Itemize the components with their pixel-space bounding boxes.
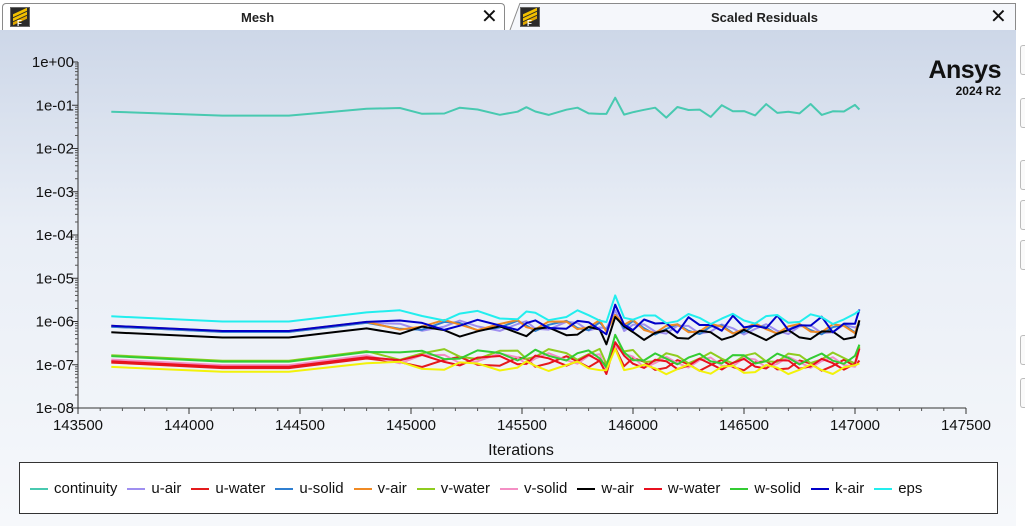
legend-swatch xyxy=(643,487,662,490)
x-tick-label: 144000 xyxy=(164,417,214,434)
legend-swatch xyxy=(499,487,518,490)
legend-item-u-air[interactable]: u-air xyxy=(127,480,181,497)
legend-label: u-air xyxy=(151,480,182,497)
legend-label: u-water xyxy=(215,480,266,497)
toolbar-button[interactable] xyxy=(1020,45,1025,75)
legend-label: w-solid xyxy=(754,480,802,497)
fluent-icon xyxy=(520,7,540,27)
legend-label: v-water xyxy=(440,480,490,497)
series-line-k-air xyxy=(111,303,861,336)
logo-version: 2024 R2 xyxy=(955,84,1001,98)
legend-item-u-solid[interactable]: u-solid xyxy=(275,480,344,497)
chart-axes: 1e+00 1e-01 1e-02 1e-03 1e-04 1e-05 1e-06 1e-07… xyxy=(32,54,991,434)
residuals-chart: 1e+00 1e-01 1e-02 1e-03 1e-04 1e-05 1e-06 1e-07… xyxy=(32,54,991,459)
close-icon[interactable]: ✕ xyxy=(481,6,498,28)
legend-item-k-air[interactable]: k-air xyxy=(811,480,864,497)
series-line-w-water xyxy=(111,341,861,375)
y-tick-label: 1e-08 xyxy=(36,400,74,417)
legend-label: continuity xyxy=(54,480,118,497)
legend-label: k-air xyxy=(835,480,865,497)
legend-swatch xyxy=(577,487,596,490)
toolbar-button[interactable] xyxy=(1020,335,1025,365)
toolbar-button[interactable] xyxy=(1020,160,1025,190)
y-tick-label: 1e-01 xyxy=(36,97,74,114)
toolbar-button[interactable] xyxy=(1020,240,1025,270)
y-tick-label: 1e-02 xyxy=(36,141,74,158)
x-tick-label: 143500 xyxy=(53,417,103,434)
toolbar-button[interactable] xyxy=(1020,200,1025,230)
tab-mesh-title: Mesh xyxy=(241,10,275,25)
close-icon[interactable]: ✕ xyxy=(990,6,1007,28)
series-line-v-water xyxy=(111,342,861,366)
x-tick-label: 147500 xyxy=(941,417,991,434)
ansys-logo: Ansys 2024 R2 xyxy=(913,56,1001,98)
y-tick-label: 1e-04 xyxy=(36,227,74,244)
legend-item-w-water[interactable]: w-water xyxy=(643,480,721,497)
y-tick-label: 1e-07 xyxy=(36,357,74,374)
legend-item-w-solid[interactable]: w-solid xyxy=(730,480,801,497)
legend-swatch xyxy=(127,487,146,490)
legend-label: w-water xyxy=(667,480,721,497)
right-toolbar xyxy=(1016,30,1025,526)
tab-scaled-residuals[interactable]: Scaled Residuals ✕ xyxy=(510,3,1016,30)
legend-swatch xyxy=(353,487,372,490)
series-line-eps xyxy=(111,294,861,326)
legend-swatch xyxy=(730,487,749,490)
legend-item-u-water[interactable]: u-water xyxy=(191,480,265,497)
x-tick-label: 145000 xyxy=(386,417,436,434)
legend-label: v-solid xyxy=(523,480,568,497)
series-line-extra xyxy=(111,347,860,376)
tab-mesh[interactable]: Mesh ✕ xyxy=(2,3,505,30)
y-tick-label: 1e+00 xyxy=(32,54,74,71)
legend-item-v-solid[interactable]: v-solid xyxy=(499,480,568,497)
legend-item-v-air[interactable]: v-air xyxy=(353,480,407,497)
legend-swatch xyxy=(874,487,893,490)
legend-swatch xyxy=(191,487,210,490)
legend-item-v-water[interactable]: v-water xyxy=(416,480,490,497)
toolbar-button[interactable] xyxy=(1020,98,1025,128)
x-tick-label: 146500 xyxy=(719,417,769,434)
series-line-w-solid xyxy=(111,333,861,369)
x-tick-label: 146000 xyxy=(608,417,658,434)
legend-label: eps xyxy=(898,480,923,497)
legend-swatch xyxy=(811,487,830,490)
x-tick-label: 144500 xyxy=(275,417,325,434)
toolbar-button[interactable] xyxy=(1020,378,1025,408)
logo-name: Ansys xyxy=(928,56,1001,84)
legend-swatch xyxy=(30,487,48,490)
legend-item-w-air[interactable]: w-air xyxy=(577,480,634,497)
y-tick-label: 1e-06 xyxy=(36,314,74,331)
legend-row: continuity u-air u-water u-solid v-air v-wate… xyxy=(30,480,932,497)
x-tick-label: 147000 xyxy=(830,417,880,434)
series-line-continuity xyxy=(111,96,861,119)
y-tick-label: 1e-05 xyxy=(36,270,74,287)
legend: continuity u-air u-water u-solid v-air v-wate… xyxy=(19,462,998,514)
legend-item-eps[interactable]: eps xyxy=(874,480,922,497)
series-line-w-air xyxy=(111,316,861,346)
tab-bar: Mesh ✕ Scaled Residuals ✕ xyxy=(0,0,1025,30)
legend-label: w-air xyxy=(601,480,634,497)
y-tick-label: 1e-03 xyxy=(36,184,74,201)
legend-swatch xyxy=(416,487,435,490)
tab-residuals-title: Scaled Residuals xyxy=(711,10,818,25)
legend-label: v-air xyxy=(377,480,407,497)
legend-label: u-solid xyxy=(299,480,344,497)
x-axis-label: Iterations xyxy=(488,442,554,459)
fluent-icon xyxy=(10,7,30,27)
chart-series xyxy=(111,96,861,376)
legend-item-continuity[interactable]: continuity xyxy=(30,480,117,497)
x-tick-label: 145500 xyxy=(497,417,547,434)
legend-swatch xyxy=(275,487,294,490)
